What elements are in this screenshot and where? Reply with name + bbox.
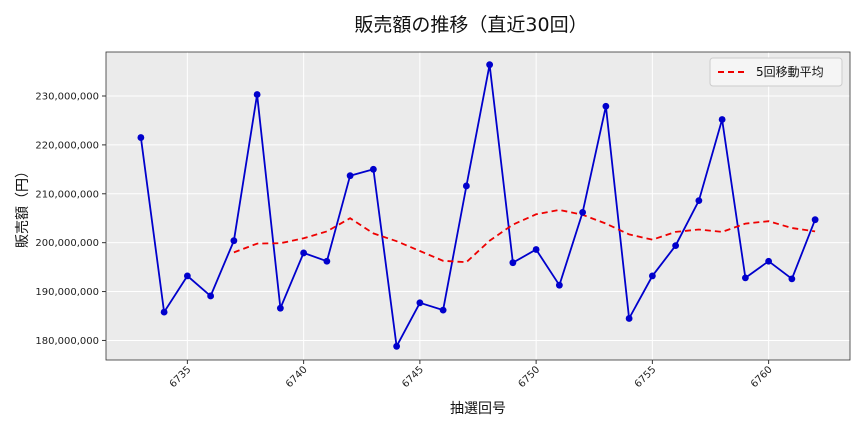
sales-data-point	[648, 272, 656, 280]
sales-data-point	[532, 246, 540, 253]
y-tick-label: 230,000,000	[35, 92, 99, 103]
legend-box	[709, 57, 843, 87]
sales-data-point	[486, 61, 494, 69]
legend: 5回移動平均	[709, 57, 843, 87]
sales-data-point	[300, 249, 308, 257]
plot-area	[106, 52, 850, 360]
y-tick-label: 180,000,000	[35, 336, 99, 347]
x-tick-label: 6735	[168, 364, 194, 390]
sales-data-point	[253, 91, 261, 98]
sales-series-line	[140, 64, 816, 350]
sales-data-point	[276, 304, 284, 312]
sales-data-point	[788, 275, 796, 283]
x-tick-label: 6740	[284, 364, 310, 390]
sales-data-point	[393, 342, 401, 350]
y-tick-label: 210,000,000	[35, 189, 99, 200]
sales-data-point	[323, 257, 331, 265]
y-tick-label: 200,000,000	[35, 238, 99, 249]
sales-data-point	[672, 242, 680, 250]
sales-data-point	[602, 102, 610, 110]
sales-data-point	[346, 172, 354, 180]
sales-data-point	[462, 182, 470, 190]
x-tick-label: 6755	[633, 364, 659, 390]
x-axis-ticks: 6735 6740 6745 6750 6755 6760	[168, 360, 775, 390]
legend-label-moving-average: 5回移動平均	[756, 65, 824, 79]
x-tick-label: 6760	[749, 364, 775, 390]
sales-data-point	[183, 272, 191, 280]
y-axis-label: 販売額（円）	[15, 164, 31, 248]
plot-frame	[105, 51, 851, 361]
sales-data-point	[555, 281, 563, 289]
sales-data-point	[369, 165, 377, 173]
sales-data-point	[625, 315, 633, 322]
sales-data-point	[811, 216, 819, 224]
series-layer	[137, 61, 819, 350]
sales-data-point	[695, 197, 703, 205]
moving-average-series-line	[233, 208, 816, 264]
sales-data-point	[230, 237, 238, 245]
sales-data-point	[765, 257, 773, 265]
chart-title: 販売額の推移（直近30回）	[354, 14, 587, 36]
sales-data-point	[207, 292, 215, 300]
sales-data-point	[741, 274, 749, 282]
sales-data-point	[416, 299, 424, 307]
sales-data-point	[160, 308, 168, 316]
sales-data-point	[509, 259, 517, 267]
sales-data-point	[137, 134, 145, 141]
grid-lines	[105, 51, 851, 361]
x-tick-label: 6750	[516, 364, 542, 390]
y-tick-label: 190,000,000	[35, 287, 99, 298]
x-axis-label: 抽選回号	[450, 401, 506, 417]
sales-data-point	[439, 306, 447, 314]
x-tick-label: 6745	[400, 364, 426, 390]
sales-data-point	[718, 116, 726, 123]
y-axis-ticks: 180,000,000 190,000,000 200,000,000 210,000…	[35, 92, 106, 347]
sales-data-point	[579, 208, 587, 216]
y-tick-label: 220,000,000	[35, 140, 99, 151]
